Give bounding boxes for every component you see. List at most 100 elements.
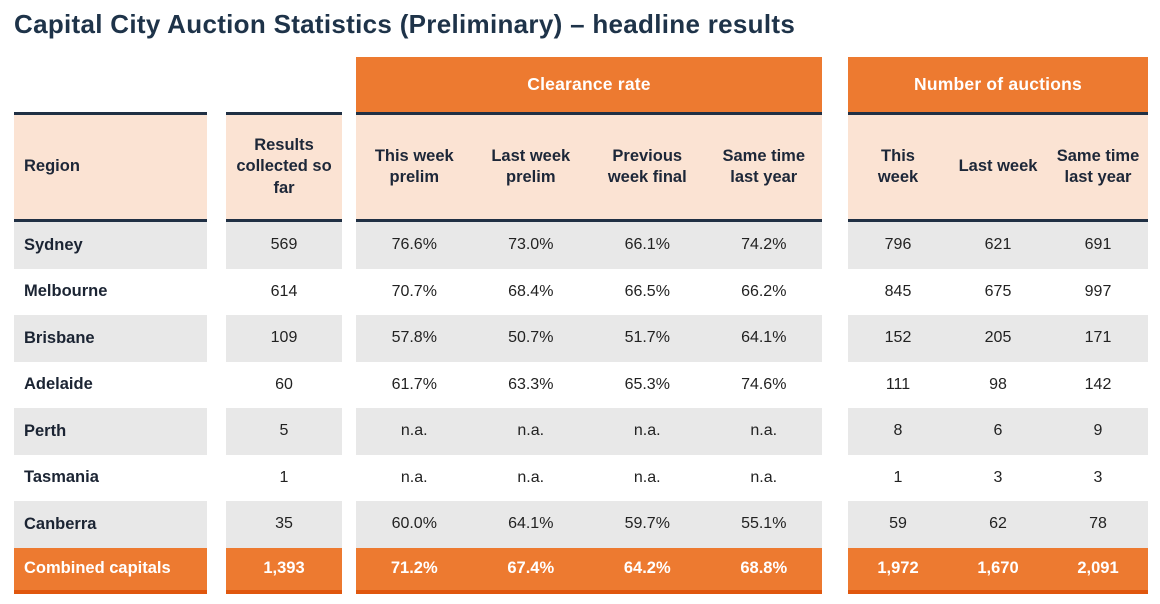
table-row: 1 3 3 <box>848 455 1148 502</box>
clearance-value-cell: 51.7% <box>624 329 670 347</box>
clearance-value-cell: 74.2% <box>741 236 787 254</box>
clearance-value-cell: n.a. <box>517 422 545 440</box>
auctions-value-cell: 621 <box>984 236 1012 254</box>
region-subheader-row: Region <box>14 112 207 222</box>
table-row: 70.7% 68.4% 66.5% 66.2% <box>356 269 822 316</box>
clearance-subheader-row: This week prelim Last week prelim Previo… <box>356 112 822 222</box>
table-row: 35 <box>226 501 342 548</box>
results-subheader-row: Results collected so far <box>226 112 342 222</box>
clearance-value-cell: 70.7% <box>391 282 437 300</box>
results-value-cell: 35 <box>275 515 293 533</box>
table-row: 845 675 997 <box>848 269 1148 316</box>
clearance-value-cell: n.a. <box>633 422 661 440</box>
region-cell: Perth <box>24 421 67 440</box>
region-cell: Brisbane <box>24 328 95 347</box>
auctions-value-cell: 845 <box>884 282 912 300</box>
region-column-header: Region <box>24 157 80 176</box>
auctions-value-cell: 3 <box>1093 468 1103 486</box>
auctions-value-cell: 78 <box>1089 515 1107 533</box>
page-title: Capital City Auction Statistics (Prelimi… <box>14 9 796 39</box>
region-cell: Tasmania <box>24 468 99 487</box>
auctions-value-cell: 6 <box>993 422 1003 440</box>
table-row: 796 621 691 <box>848 222 1148 269</box>
table-row: 111 98 142 <box>848 362 1148 409</box>
auctions-value-cell: 59 <box>889 515 907 533</box>
auctions-rows: 796 621 691 845 675 997 152 205 171 111 98 142 8 6 9 1 3… <box>848 222 1148 594</box>
auctions-value-cell: 62 <box>989 515 1007 533</box>
clearance-value-cell: 64.1% <box>508 515 554 533</box>
clearance-value-cell: 74.6% <box>741 375 787 393</box>
auctions-value-cell: 111 <box>885 375 911 393</box>
table-row: 59 62 78 <box>848 501 1148 548</box>
table-row: 1 <box>226 455 342 502</box>
auctions-value-cell: 675 <box>984 282 1012 300</box>
results-value-cell: 614 <box>270 282 298 300</box>
clearance-value-cell: n.a. <box>750 468 778 486</box>
statistics-table: Region Sydney Melbourne Brisbane Adelaide Pe… <box>14 57 1160 594</box>
auctions-value-cell: 997 <box>1084 282 1112 300</box>
clearance-value-cell: 64.1% <box>741 329 787 347</box>
region-cell: Melbourne <box>24 282 108 301</box>
results-column-rows: 569 614 109 60 5 1 35 1,393 <box>226 222 342 594</box>
table-row: 61.7% 63.3% 65.3% 74.6% <box>356 362 822 409</box>
clearance-value-cell: 67.4% <box>507 559 555 578</box>
region-cell: Canberra <box>24 514 97 533</box>
results-value-cell: 569 <box>270 236 298 254</box>
table-row: 76.6% 73.0% 66.1% 74.2% <box>356 222 822 269</box>
table-row: Melbourne <box>14 269 207 316</box>
clearance-value-cell: n.a. <box>517 468 545 486</box>
clearance-value-cell: 68.8% <box>740 559 788 578</box>
auctions-value-cell: 3 <box>993 468 1003 486</box>
results-value-cell: 60 <box>275 375 293 393</box>
results-value-cell: 109 <box>270 329 298 347</box>
results-value-cell: 5 <box>279 422 289 440</box>
region-column-rows: Sydney Melbourne Brisbane Adelaide Perth Tasm… <box>14 222 207 594</box>
auctions-column-header: Last week <box>958 157 1038 176</box>
table-row: n.a. n.a. n.a. n.a. <box>356 455 822 502</box>
region-cell: Combined capitals <box>24 559 171 578</box>
table-row: 152 205 171 <box>848 315 1148 362</box>
clearance-value-cell: n.a. <box>633 468 661 486</box>
table-row: Perth <box>14 408 207 455</box>
clearance-value-cell: 65.3% <box>624 375 670 393</box>
region-cell: Sydney <box>24 235 83 254</box>
table-row: 57.8% 50.7% 51.7% 64.1% <box>356 315 822 362</box>
auctions-value-cell: 142 <box>1084 375 1112 393</box>
number-of-auctions-group: Number of auctions This week Last week S… <box>848 57 1148 594</box>
table-row: Brisbane <box>14 315 207 362</box>
table-row: Combined capitals <box>14 547 207 594</box>
auctions-value-cell: 205 <box>984 329 1012 347</box>
table-row: n.a. n.a. n.a. n.a. <box>356 408 822 455</box>
auctions-value-cell: 98 <box>989 375 1007 393</box>
auctions-value-cell: 8 <box>893 422 903 440</box>
results-band-spacer <box>226 57 342 112</box>
clearance-value-cell: 68.4% <box>508 282 554 300</box>
results-value-cell: 1 <box>279 468 289 486</box>
table-row: 60 <box>226 362 342 409</box>
clearance-column-header: Last week prelim <box>491 146 571 186</box>
auctions-value-cell: 171 <box>1084 329 1112 347</box>
clearance-value-cell: n.a. <box>400 468 428 486</box>
results-value-cell: 1,393 <box>263 559 305 578</box>
auctions-value-cell: 1,670 <box>977 559 1019 578</box>
clearance-value-cell: 50.7% <box>508 329 554 347</box>
table-row: 109 <box>226 315 342 362</box>
auctions-value-cell: 2,091 <box>1077 559 1119 578</box>
clearance-value-cell: 66.1% <box>624 236 670 254</box>
table-row: 1,972 1,670 2,091 <box>848 547 1148 594</box>
clearance-value-cell: n.a. <box>750 422 778 440</box>
clearance-rows: 76.6% 73.0% 66.1% 74.2% 70.7% 68.4% 66.5% 66.2%… <box>356 222 822 594</box>
clearance-value-cell: 59.7% <box>624 515 670 533</box>
clearance-value-cell: 76.6% <box>391 236 437 254</box>
auctions-value-cell: 1,972 <box>877 559 919 578</box>
clearance-value-cell: n.a. <box>400 422 428 440</box>
table-row: 60.0% 64.1% 59.7% 55.1% <box>356 501 822 548</box>
clearance-value-cell: 73.0% <box>508 236 554 254</box>
clearance-value-cell: 64.2% <box>623 559 671 578</box>
table-row: Adelaide <box>14 362 207 409</box>
table-row: 71.2% 67.4% 64.2% 68.8% <box>356 547 822 594</box>
clearance-value-cell: 55.1% <box>741 515 787 533</box>
results-column-header: Results collected so far <box>236 135 332 197</box>
auctions-subheader-row: This week Last week Same time last year <box>848 112 1148 222</box>
auctions-value-cell: 691 <box>1084 236 1112 254</box>
